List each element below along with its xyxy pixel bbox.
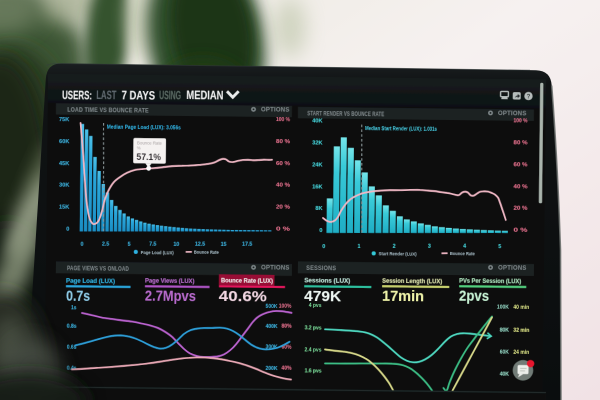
svg-text:57.1%: 57.1%	[136, 152, 161, 162]
svg-text:Session Length (LUX): Session Length (LUX)	[382, 278, 442, 286]
svg-text:LOAD TIME VS BOUNCE RATE: LOAD TIME VS BOUNCE RATE	[67, 107, 149, 115]
svg-text:1: 1	[357, 244, 360, 250]
svg-text:3.2 pvs: 3.2 pvs	[305, 325, 322, 331]
svg-text:OPTIONS: OPTIONS	[261, 106, 290, 113]
svg-text:8K: 8K	[315, 206, 322, 212]
svg-text:100K: 100K	[497, 305, 509, 311]
svg-text:Median Start Render (LUX): 1.0: Median Start Render (LUX): 1.031s	[365, 126, 437, 133]
svg-text:100%: 100%	[279, 304, 292, 310]
svg-text:80 %: 80 %	[514, 140, 528, 146]
svg-text:40 min: 40 min	[513, 305, 529, 311]
svg-text:2: 2	[393, 244, 396, 250]
svg-text:60%: 60%	[281, 344, 292, 350]
svg-text:0: 0	[66, 226, 69, 232]
svg-text:PAGE VIEWS VS ONLOAD: PAGE VIEWS VS ONLOAD	[67, 265, 129, 273]
svg-text:Page Views (LUX): Page Views (LUX)	[145, 278, 195, 286]
svg-text:5: 5	[498, 244, 501, 250]
svg-text:40K: 40K	[312, 119, 322, 125]
svg-text:3: 3	[428, 244, 431, 250]
svg-text:40 %: 40 %	[276, 183, 290, 189]
svg-text:OPTIONS: OPTIONS	[498, 265, 527, 272]
svg-text:2.5: 2.5	[102, 242, 109, 248]
svg-text:7.5: 7.5	[149, 242, 156, 248]
svg-text:100 %: 100 %	[276, 117, 290, 123]
svg-text:2pvs: 2pvs	[459, 288, 489, 305]
svg-text:PVs Per Session (LUX): PVs Per Session (LUX)	[459, 277, 521, 285]
svg-text:0: 0	[322, 244, 325, 250]
svg-text:200K: 200K	[265, 366, 277, 372]
svg-text:7 DAYS: 7 DAYS	[121, 88, 155, 102]
svg-text:Bounce Rate: Bounce Rate	[194, 250, 219, 256]
svg-text:USERS:: USERS:	[62, 88, 92, 102]
svg-text:60 %: 60 %	[276, 161, 290, 167]
svg-text:40K: 40K	[500, 372, 510, 378]
svg-text:80K: 80K	[500, 328, 510, 334]
svg-text:400K: 400K	[266, 324, 278, 330]
svg-text:15: 15	[221, 242, 227, 248]
svg-text:80 %: 80 %	[276, 139, 290, 145]
svg-text:17min: 17min	[382, 288, 424, 305]
svg-text:100 %: 100 %	[513, 118, 527, 124]
svg-text:Bounce Rate: Bounce Rate	[450, 251, 475, 257]
svg-text:Page Load (LUX): Page Load (LUX)	[141, 250, 174, 256]
svg-text:300K: 300K	[266, 344, 278, 350]
svg-text:4: 4	[463, 244, 466, 250]
svg-text:OPTIONS: OPTIONS	[498, 110, 527, 117]
svg-text:60 %: 60 %	[513, 162, 527, 168]
svg-text:0 %: 0 %	[513, 228, 527, 234]
svg-text:32K: 32K	[312, 140, 322, 146]
svg-text:1.6 pvs: 1.6 pvs	[305, 369, 322, 375]
svg-text:4 pvs: 4 pvs	[309, 303, 322, 309]
svg-text:0.6s: 0.6s	[67, 344, 77, 350]
svg-text:40%: 40%	[281, 366, 292, 372]
svg-text:Bounce Rate (LUX): Bounce Rate (LUX)	[221, 277, 273, 285]
svg-text:2.4 pvs: 2.4 pvs	[304, 347, 321, 353]
svg-text:40.6%: 40.6%	[219, 288, 267, 306]
svg-text:MEDIAN: MEDIAN	[186, 88, 223, 102]
svg-text:500K: 500K	[266, 304, 278, 310]
svg-text:45K: 45K	[59, 161, 69, 167]
svg-text:20 %: 20 %	[276, 205, 290, 211]
svg-text:LAST: LAST	[96, 88, 117, 102]
svg-text:2.7Mpvs: 2.7Mpvs	[145, 288, 196, 306]
svg-text:60K: 60K	[59, 139, 69, 145]
svg-text:16K: 16K	[312, 184, 322, 190]
svg-text:17.5: 17.5	[242, 242, 252, 248]
svg-text:24 min: 24 min	[513, 350, 529, 356]
svg-text:75K: 75K	[59, 117, 69, 123]
svg-text:USING: USING	[159, 88, 181, 102]
svg-text:15K: 15K	[59, 205, 69, 211]
svg-text:20 %: 20 %	[513, 206, 527, 212]
svg-text:OPTIONS: OPTIONS	[261, 265, 290, 272]
svg-text:80%: 80%	[282, 324, 293, 330]
svg-text:10: 10	[173, 242, 179, 248]
svg-text:24K: 24K	[312, 162, 322, 168]
svg-text:0: 0	[319, 228, 322, 234]
svg-text:0 %: 0 %	[276, 226, 290, 232]
svg-text:12.5: 12.5	[195, 242, 205, 248]
svg-text:1s: 1s	[71, 305, 77, 311]
svg-text:40 %: 40 %	[514, 184, 528, 190]
svg-text:0.7s: 0.7s	[66, 288, 90, 305]
svg-text:60K: 60K	[500, 350, 510, 356]
svg-text:SESSIONS: SESSIONS	[306, 265, 337, 272]
svg-text:30K: 30K	[59, 183, 69, 189]
svg-text:START RENDER VS BOUNCE RATE: START RENDER VS BOUNCE RATE	[307, 110, 384, 118]
svg-text:5: 5	[128, 242, 131, 248]
svg-text:0: 0	[80, 242, 83, 248]
svg-text:?: ?	[527, 94, 531, 100]
svg-text:%: %	[137, 146, 141, 151]
svg-text:Sessions (LUX): Sessions (LUX)	[304, 278, 350, 286]
svg-text:479K: 479K	[304, 288, 341, 305]
svg-text:Start Render (LUX): Start Render (LUX)	[379, 251, 417, 257]
svg-text:32 min: 32 min	[513, 328, 529, 334]
svg-text:Median Page Load (LUX): 3.056s: Median Page Load (LUX): 3.056s	[107, 125, 181, 132]
svg-text:Bounce Rate: Bounce Rate	[137, 140, 163, 145]
svg-text:0.8s: 0.8s	[67, 324, 77, 330]
svg-text:Page Load (LUX): Page Load (LUX)	[66, 278, 115, 286]
